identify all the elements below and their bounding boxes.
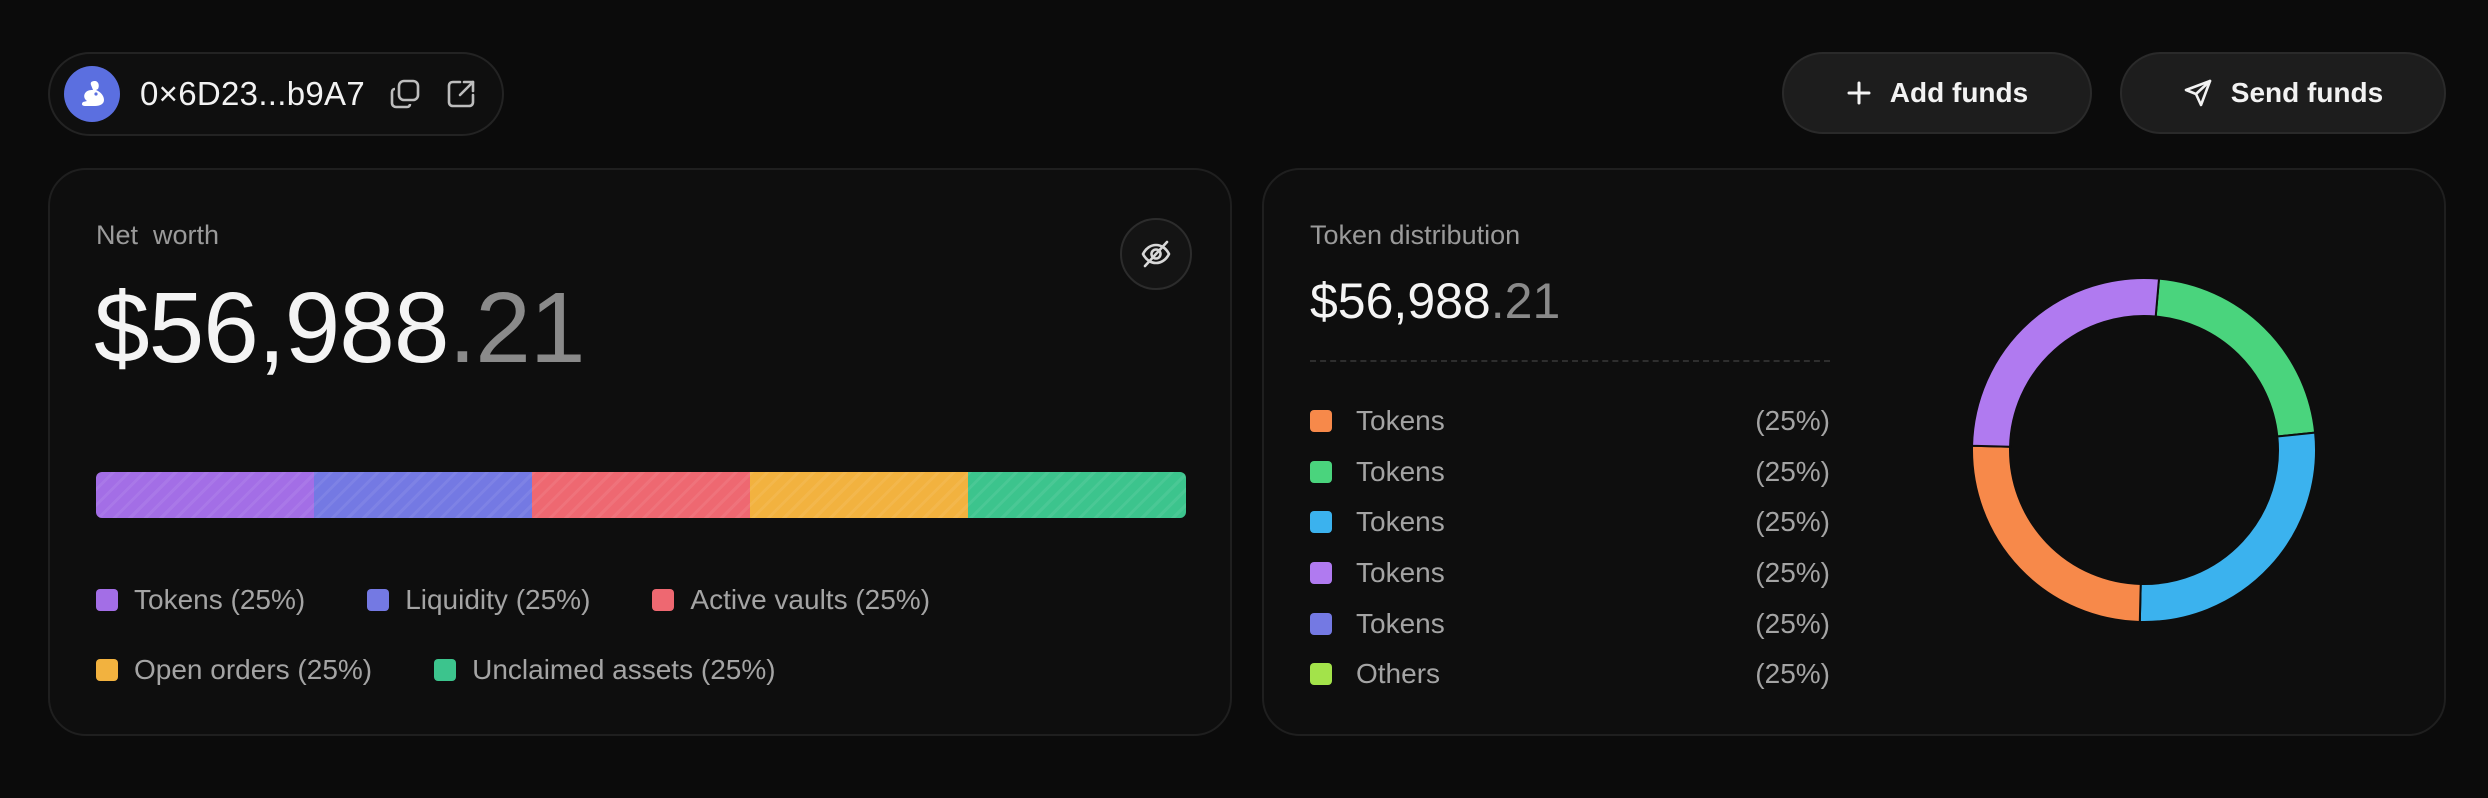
legend-swatch bbox=[96, 659, 118, 681]
legend-item-open-orders: Open orders (25%) bbox=[96, 654, 372, 686]
rabbit-icon bbox=[64, 66, 120, 122]
token-name: Tokens bbox=[1356, 506, 1445, 538]
legend-item-unclaimed-assets: Unclaimed assets (25%) bbox=[434, 654, 776, 686]
token-swatch bbox=[1310, 460, 1332, 483]
token-name: Tokens bbox=[1356, 405, 1445, 437]
net-worth-whole: $56,988 bbox=[94, 272, 449, 384]
token-percent: (25%) bbox=[1755, 405, 1830, 437]
token-swatch bbox=[1310, 663, 1332, 686]
token-percent: (25%) bbox=[1755, 658, 1830, 690]
copy-icon[interactable] bbox=[385, 74, 425, 114]
add-funds-label: Add funds bbox=[1889, 77, 2029, 108]
legend-swatch bbox=[367, 589, 390, 611]
donut-slice bbox=[2138, 431, 2317, 623]
wallet-pill: 0×6D23...b9A7 bbox=[48, 52, 504, 136]
legend-label: Active vaults (25%) bbox=[690, 584, 931, 615]
stacked-bar-segment bbox=[532, 472, 750, 518]
token-name: Tokens bbox=[1356, 455, 1445, 487]
token-percent: (25%) bbox=[1755, 607, 1830, 639]
token-distribution-cents: .21 bbox=[1490, 273, 1561, 329]
legend-label: Tokens (25%) bbox=[134, 584, 306, 615]
send-icon bbox=[2183, 78, 2213, 108]
donut-slice bbox=[1971, 444, 2142, 623]
token-list-item: Others (25%) bbox=[1310, 649, 1830, 700]
legend-swatch bbox=[434, 659, 457, 681]
net-worth-legend-row-2: Open orders (25%) Unclaimed assets (25%) bbox=[96, 654, 838, 686]
token-name: Others bbox=[1356, 658, 1441, 690]
token-list-item: Tokens (25%) bbox=[1310, 497, 1830, 548]
net-worth-label: Net worth bbox=[96, 220, 220, 250]
token-name: Tokens bbox=[1356, 607, 1445, 639]
token-swatch bbox=[1310, 410, 1332, 433]
stacked-bar-segment bbox=[96, 472, 314, 518]
stacked-bar-segment bbox=[750, 472, 968, 518]
send-funds-label: Send funds bbox=[2230, 77, 2384, 108]
token-list-item: Tokens (25%) bbox=[1310, 396, 1830, 447]
plus-icon bbox=[1846, 80, 1872, 106]
stacked-bar-segment bbox=[314, 472, 532, 518]
net-worth-card: Net worth $56,988.21 Tokens (25%) Liquid… bbox=[48, 168, 1232, 736]
token-swatch bbox=[1310, 511, 1332, 534]
token-list: Tokens (25%) Tokens (25%) Tokens (25%) T… bbox=[1310, 396, 1830, 700]
token-list-item: Tokens (25%) bbox=[1310, 548, 1830, 599]
legend-item-liquidity: Liquidity (25%) bbox=[367, 584, 590, 616]
net-worth-stacked-bar bbox=[96, 472, 1186, 518]
external-link-icon[interactable] bbox=[441, 74, 481, 114]
divider bbox=[1310, 360, 1830, 362]
net-worth-value: $56,988.21 bbox=[94, 278, 586, 378]
legend-label: Liquidity (25%) bbox=[405, 584, 591, 615]
send-funds-button[interactable]: Send funds bbox=[2120, 52, 2446, 134]
token-swatch bbox=[1310, 562, 1332, 585]
net-worth-legend-row-1: Tokens (25%) Liquidity (25%) Active vaul… bbox=[96, 584, 992, 616]
token-distribution-value: $56,988.21 bbox=[1310, 276, 1560, 326]
token-percent: (25%) bbox=[1755, 455, 1830, 487]
donut-slice bbox=[2154, 277, 2317, 438]
token-percent: (25%) bbox=[1755, 557, 1830, 589]
token-donut-chart bbox=[1971, 277, 2317, 623]
add-funds-button[interactable]: Add funds bbox=[1782, 52, 2092, 134]
stacked-bar-segment bbox=[968, 472, 1186, 518]
legend-item-tokens: Tokens (25%) bbox=[96, 584, 305, 616]
donut-slice bbox=[1971, 277, 2161, 448]
token-list-item: Tokens (25%) bbox=[1310, 447, 1830, 498]
token-distribution-card: Token distribution $56,988.21 Tokens (25… bbox=[1262, 168, 2446, 736]
token-distribution-label: Token distribution bbox=[1310, 220, 1521, 250]
token-swatch bbox=[1310, 612, 1332, 635]
wallet-address: 0×6D23...b9A7 bbox=[140, 75, 365, 112]
legend-item-active-vaults: Active vaults (25%) bbox=[652, 584, 930, 616]
token-name: Tokens bbox=[1356, 557, 1445, 589]
legend-swatch bbox=[96, 589, 118, 611]
legend-label: Open orders (25%) bbox=[134, 654, 373, 685]
eye-off-icon bbox=[1141, 240, 1171, 268]
net-worth-cents: .21 bbox=[448, 272, 585, 384]
hide-balance-button[interactable] bbox=[1120, 218, 1192, 290]
token-list-item: Tokens (25%) bbox=[1310, 598, 1830, 649]
token-distribution-whole: $56,988 bbox=[1310, 273, 1491, 329]
legend-swatch bbox=[652, 589, 675, 611]
token-percent: (25%) bbox=[1755, 506, 1830, 538]
legend-label: Unclaimed assets (25%) bbox=[472, 654, 776, 685]
